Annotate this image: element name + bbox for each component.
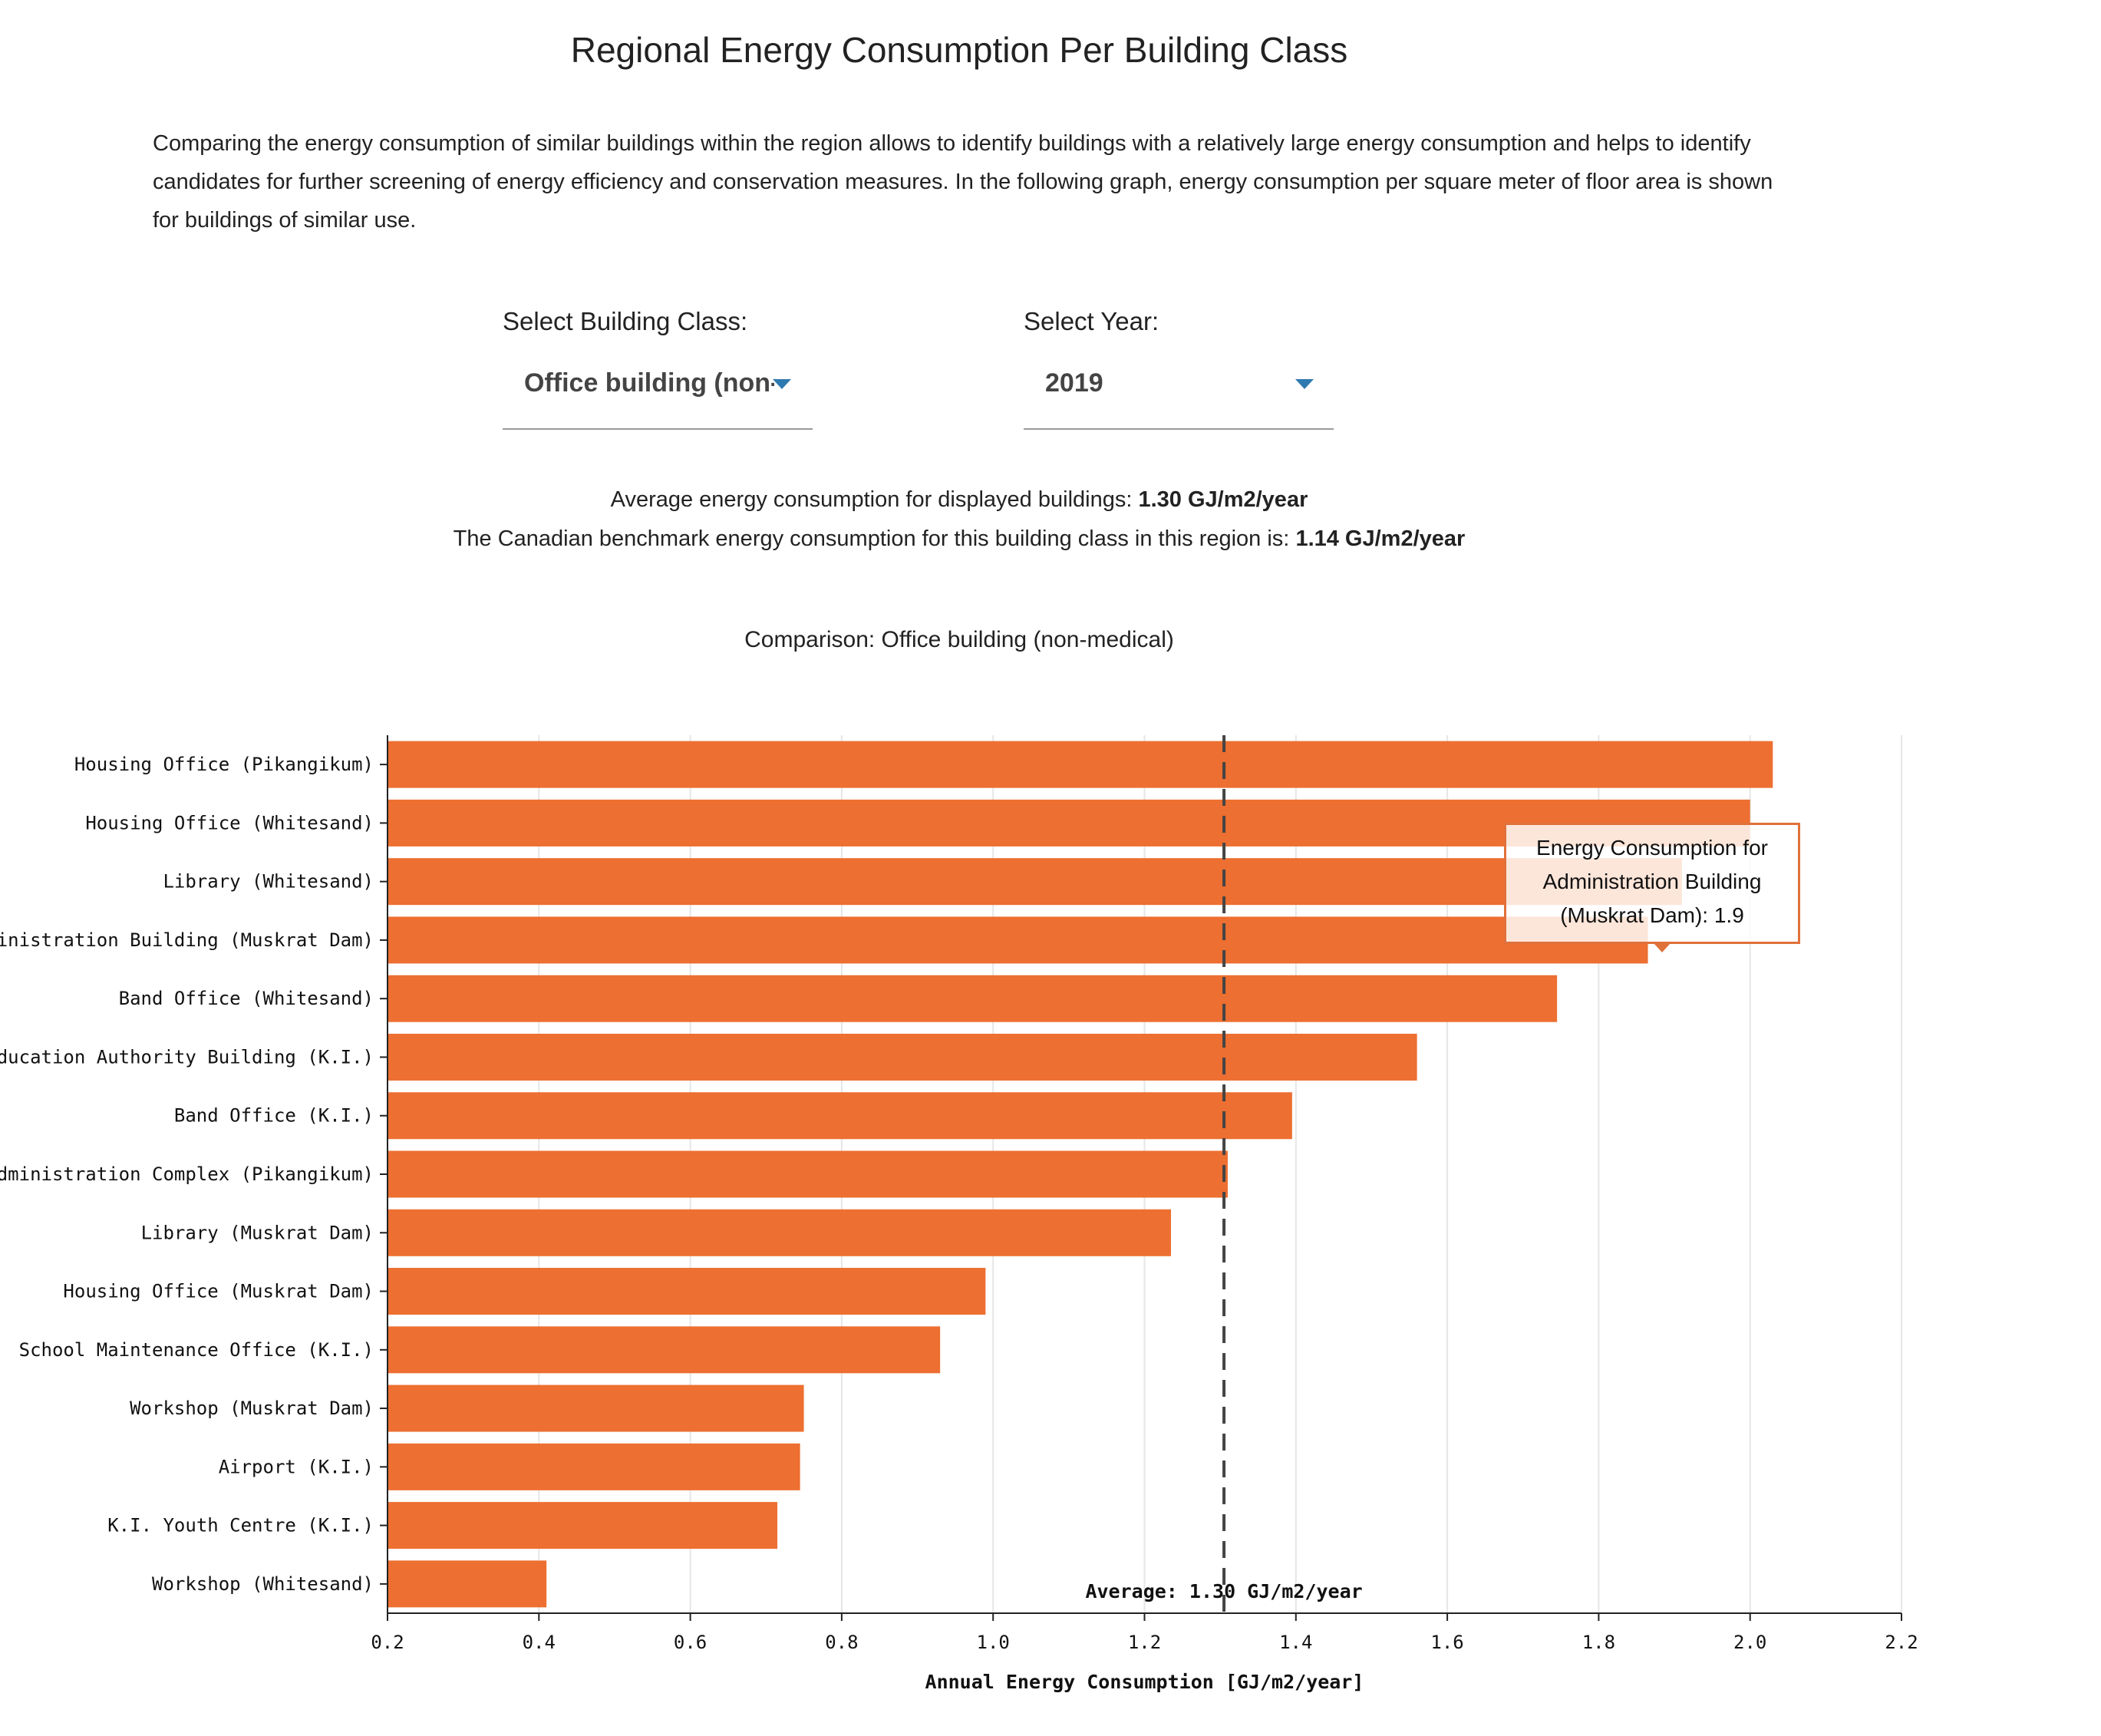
y-tick-label: Education Authority Building (K.I.)	[0, 1046, 374, 1068]
bar[interactable]	[388, 1033, 1417, 1081]
y-tick-label: Workshop (Whitesand)	[152, 1573, 374, 1595]
bar[interactable]	[388, 1150, 1229, 1198]
y-tick-label: Administration Complex (Pikangikum)	[0, 1163, 374, 1185]
bar[interactable]	[388, 741, 1773, 788]
tooltip-arrow	[1654, 943, 1671, 952]
benchmark-stat: The Canadian benchmark energy consumptio…	[0, 526, 1918, 552]
y-tick-label: Housing Office (Whitesand)	[85, 812, 374, 833]
y-tick-label: Library (Muskrat Dam)	[141, 1222, 374, 1243]
x-tick-label: 1.0	[977, 1632, 1010, 1653]
chevron-down-icon[interactable]	[1295, 379, 1314, 389]
building-class-label: Select Building Class:	[503, 307, 748, 335]
y-tick-label: K.I. Youth Centre (K.I.)	[107, 1515, 374, 1536]
tooltip-line: (Muskrat Dam): 1.9	[1560, 903, 1744, 927]
x-tick-label: 1.6	[1430, 1632, 1463, 1653]
y-tick-label: Band Office (Whitesand)	[119, 988, 374, 1009]
average-layer: Average: 1.30 GJ/m2/year	[1085, 735, 1363, 1618]
bar[interactable]	[388, 975, 1558, 1022]
x-tick-label: 1.8	[1582, 1632, 1615, 1653]
axis-layer: Housing Office (Pikangikum) Housing Offic…	[0, 735, 1918, 1693]
x-tick-label: 2.0	[1733, 1632, 1766, 1653]
x-tick-label: 1.2	[1128, 1632, 1161, 1653]
average-stat-value: 1.30 GJ/m2/year	[1138, 487, 1308, 512]
building-class-value: Office building (non-medical)	[524, 368, 774, 398]
bar[interactable]	[388, 1560, 547, 1608]
bar[interactable]	[388, 1443, 800, 1490]
year-control: Select Year: 2019	[1024, 307, 1334, 430]
year-value: 2019	[1045, 368, 1103, 398]
x-tick-label: 0.8	[825, 1632, 858, 1653]
benchmark-stat-text: The Canadian benchmark energy consumptio…	[453, 526, 1296, 551]
year-select[interactable]: 2019	[1024, 365, 1334, 430]
benchmark-stat-value: 1.14 GJ/m2/year	[1295, 526, 1466, 551]
building-class-control: Select Building Class: Office building (…	[503, 307, 813, 430]
average-stat: Average energy consumption for displayed…	[0, 487, 1918, 513]
x-tick-label: 0.6	[674, 1632, 707, 1653]
bar[interactable]	[388, 1209, 1172, 1256]
y-tick-label: Administration Building (Muskrat Dam)	[0, 929, 374, 951]
x-axis-title: Annual Energy Consumption [GJ/m2/year]	[925, 1671, 1364, 1693]
average-label: Average: 1.30 GJ/m2/year	[1085, 1580, 1362, 1602]
x-tick-label: 1.4	[1279, 1632, 1312, 1653]
x-tick-label: 0.4	[523, 1632, 556, 1653]
chevron-down-icon[interactable]	[773, 379, 791, 389]
bar[interactable]	[388, 1268, 986, 1315]
y-tick-label: Housing Office (Muskrat Dam)	[63, 1281, 374, 1302]
building-class-select[interactable]: Office building (non-medical)	[503, 365, 813, 430]
page-title: Regional Energy Consumption Per Building…	[570, 30, 1348, 70]
bars-layer	[388, 741, 1773, 1608]
y-tick-label: Band Office (K.I.)	[174, 1105, 374, 1127]
x-tick-label: 0.2	[371, 1632, 404, 1653]
y-tick-label: Airport (K.I.)	[219, 1456, 374, 1477]
bar[interactable]	[388, 1092, 1292, 1140]
year-label: Select Year:	[1024, 307, 1159, 335]
bar[interactable]	[388, 1385, 804, 1432]
tooltip: Energy Consumption for Administration Bu…	[1504, 823, 1800, 952]
y-tick-label: School Maintenance Office (K.I.)	[19, 1339, 374, 1361]
bar[interactable]	[388, 1502, 778, 1550]
average-stat-text: Average energy consumption for displayed…	[610, 487, 1139, 512]
bar[interactable]	[388, 1326, 941, 1374]
intro-paragraph: Comparing the energy consumption of simi…	[153, 131, 1773, 233]
y-tick-label: Library (Whitesand)	[163, 871, 374, 893]
y-tick-label: Workshop (Muskrat Dam)	[130, 1398, 374, 1419]
bar[interactable]	[388, 858, 1682, 906]
tooltip-line: Energy Consumption for	[1536, 836, 1768, 860]
x-tick-label: 2.2	[1885, 1632, 1918, 1653]
bar[interactable]	[388, 916, 1648, 964]
chart-title: Comparison: Office building (non-medical…	[744, 627, 1174, 652]
y-tick-label: Housing Office (Pikangikum)	[74, 754, 374, 775]
tooltip-line: Administration Building	[1542, 870, 1762, 893]
